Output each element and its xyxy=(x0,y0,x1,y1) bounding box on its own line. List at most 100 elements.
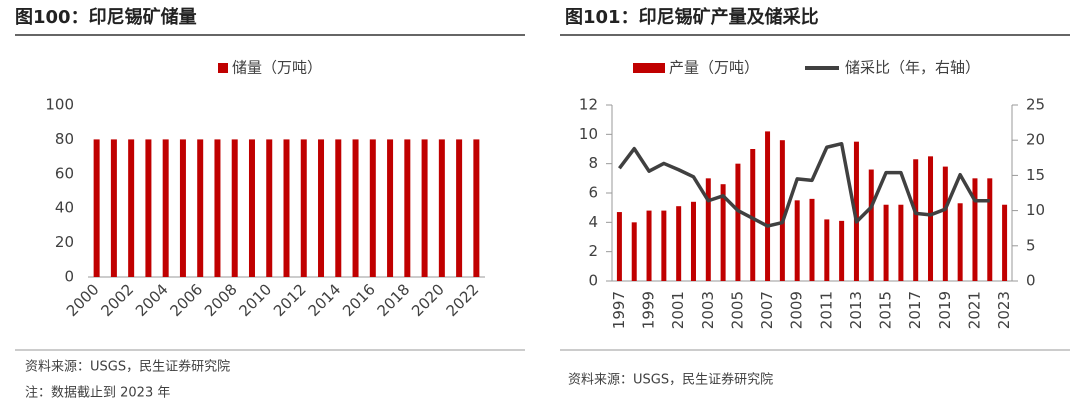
x-tick-label: 2017 xyxy=(906,291,924,329)
bar xyxy=(868,169,874,281)
bar xyxy=(145,139,152,277)
bar xyxy=(957,203,963,281)
y-tick-label: 4 xyxy=(588,213,598,231)
bar xyxy=(1002,204,1008,281)
source: 资料来源：USGS，民生证券研究院 xyxy=(568,372,773,388)
x-tick-label: 2004 xyxy=(132,280,172,320)
y-tick-label: 100 xyxy=(45,96,74,114)
bar xyxy=(93,139,100,277)
y-tick-label: 10 xyxy=(579,125,598,143)
x-tick-label: 2020 xyxy=(408,280,448,320)
bar xyxy=(720,184,726,281)
bar xyxy=(898,204,904,281)
bar xyxy=(248,139,255,277)
bar xyxy=(421,139,428,277)
x-tick-label: 2003 xyxy=(699,291,717,329)
x-tick-label: 1999 xyxy=(640,291,658,329)
bar xyxy=(631,222,637,281)
bar xyxy=(928,156,934,281)
bar xyxy=(352,139,359,277)
bar xyxy=(809,198,815,281)
bar xyxy=(231,139,238,277)
y-tick-label: 6 xyxy=(588,184,598,202)
y2-tick-label: 10 xyxy=(1026,201,1045,219)
legend-label: 储采比（年，右轴） xyxy=(845,59,980,77)
bar xyxy=(616,212,622,281)
bar xyxy=(987,178,993,281)
legend-swatch xyxy=(218,63,228,73)
bar xyxy=(438,139,445,277)
bar xyxy=(705,178,711,281)
bar xyxy=(839,220,845,281)
chart-title: 图100：印尼锡矿储量 xyxy=(15,6,197,28)
bar xyxy=(735,163,741,281)
y-tick-label: 60 xyxy=(55,164,74,182)
bar xyxy=(179,139,186,277)
x-tick-label: 2010 xyxy=(236,280,276,320)
y-tick-label: 12 xyxy=(579,96,598,114)
y-tick-label: 0 xyxy=(588,272,598,290)
x-tick-label: 2006 xyxy=(166,280,206,320)
x-tick-label: 2007 xyxy=(758,291,776,329)
y-tick-label: 20 xyxy=(55,233,74,251)
line xyxy=(618,141,990,228)
bar xyxy=(972,178,978,281)
y-tick-label: 80 xyxy=(55,130,74,148)
y-tick-label: 2 xyxy=(588,242,598,260)
x-tick-label: 2005 xyxy=(728,291,746,329)
x-tick-label: 2013 xyxy=(847,291,865,329)
bar xyxy=(661,210,667,281)
x-tick-label: 2009 xyxy=(788,291,806,329)
x-tick-label: 2002 xyxy=(97,280,137,320)
x-tick-label: 2014 xyxy=(305,280,345,320)
y-tick-label: 40 xyxy=(55,199,74,217)
bar xyxy=(128,139,135,277)
x-tick-label: 1997 xyxy=(610,291,628,329)
bar xyxy=(283,139,290,277)
bar xyxy=(197,139,204,277)
x-tick-label: 2018 xyxy=(374,280,414,320)
chart-title: 图101：印尼锡矿产量及储采比 xyxy=(565,6,819,28)
y2-tick-label: 20 xyxy=(1026,131,1045,149)
bar xyxy=(335,139,342,277)
bar xyxy=(779,140,785,281)
bar xyxy=(765,131,771,281)
x-tick-label: 2021 xyxy=(965,291,983,329)
source: 资料来源：USGS，民生证券研究院 xyxy=(25,359,230,375)
bar xyxy=(824,219,830,281)
x-tick-label: 2012 xyxy=(270,280,310,320)
x-tick-label: 2015 xyxy=(877,291,895,329)
legend-label: 产量（万吨） xyxy=(669,59,759,77)
bar xyxy=(456,139,463,277)
bar xyxy=(646,210,652,281)
bar xyxy=(690,201,696,281)
y-tick-label: 0 xyxy=(64,268,74,286)
bar xyxy=(266,139,273,277)
bar xyxy=(750,149,756,281)
bar xyxy=(110,139,117,277)
legend-swatch xyxy=(633,63,665,73)
y-tick-label: 8 xyxy=(588,154,598,172)
bar xyxy=(883,204,889,281)
x-tick-label: 2011 xyxy=(817,291,835,329)
bar xyxy=(676,206,682,281)
bar xyxy=(404,139,411,277)
x-tick-label: 2022 xyxy=(443,280,483,320)
y2-tick-label: 5 xyxy=(1026,236,1036,254)
x-tick-label: 2008 xyxy=(201,280,241,320)
x-tick-label: 2001 xyxy=(669,291,687,329)
bar xyxy=(913,159,919,281)
legend-label: 储量（万吨） xyxy=(232,59,322,77)
y2-tick-label: 15 xyxy=(1026,166,1045,184)
bar xyxy=(162,139,169,277)
bar xyxy=(853,141,859,281)
bar xyxy=(300,139,307,277)
x-tick-label: 2016 xyxy=(339,280,379,320)
x-tick-label: 2019 xyxy=(936,291,954,329)
bar xyxy=(214,139,221,277)
y2-tick-label: 25 xyxy=(1026,96,1045,114)
bar xyxy=(794,200,800,281)
bar xyxy=(942,166,948,281)
x-tick-label: 2000 xyxy=(63,280,103,320)
